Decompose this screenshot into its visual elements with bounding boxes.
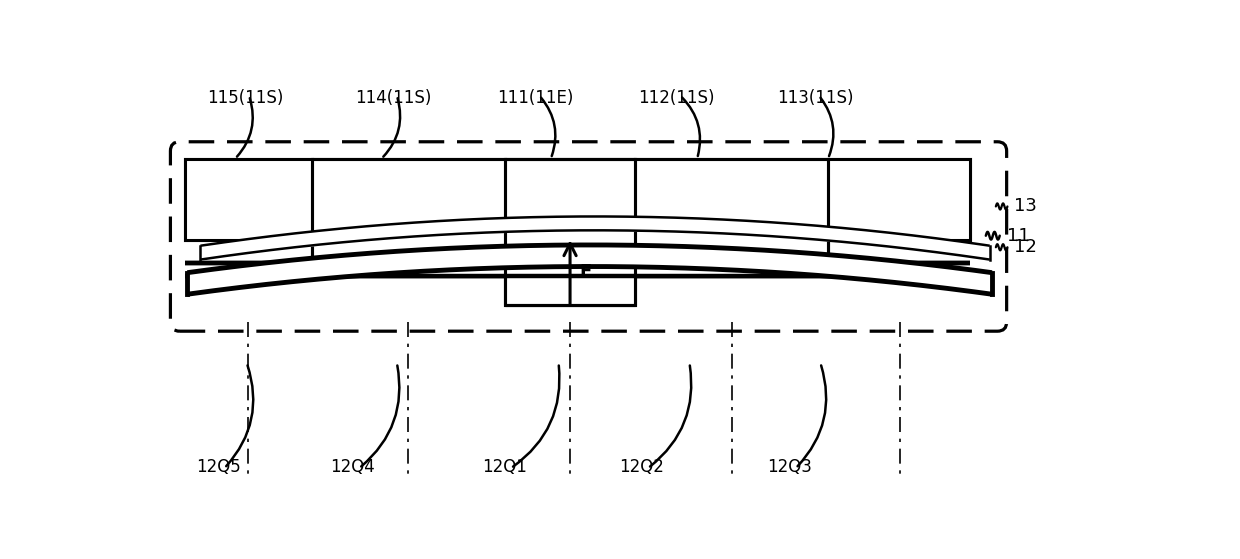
Bar [636, 159, 827, 275]
Bar [828, 159, 970, 239]
Bar [635, 159, 828, 276]
Text: 111(11E): 111(11E) [497, 89, 574, 107]
FancyBboxPatch shape [170, 142, 1007, 331]
Bar [635, 159, 828, 276]
Bar [505, 159, 635, 305]
Bar [312, 159, 505, 276]
Bar [505, 159, 635, 305]
Text: 114(11S): 114(11S) [355, 89, 432, 107]
Bar [185, 159, 312, 240]
Text: 12Q1: 12Q1 [482, 458, 527, 476]
Text: 11: 11 [1007, 227, 1029, 245]
Bar [312, 159, 505, 276]
Bar [635, 159, 828, 276]
Bar [828, 159, 971, 240]
Text: 12Q4: 12Q4 [331, 458, 376, 476]
Bar [185, 159, 312, 240]
Text: 12: 12 [1014, 238, 1037, 256]
Text: F: F [579, 263, 591, 281]
Bar [828, 159, 971, 240]
Bar [312, 159, 503, 275]
Text: 113(11S): 113(11S) [776, 89, 853, 107]
Bar [185, 159, 312, 240]
Text: 12Q5: 12Q5 [196, 458, 241, 476]
Text: 112(11S): 112(11S) [639, 89, 714, 107]
Bar [312, 159, 505, 276]
Bar [505, 159, 635, 305]
Bar [186, 159, 311, 239]
Text: 12Q3: 12Q3 [768, 458, 812, 476]
Bar [506, 159, 635, 304]
Text: 115(11S): 115(11S) [207, 89, 283, 107]
Text: 13: 13 [1014, 197, 1037, 215]
Bar [828, 159, 971, 240]
Text: 12Q2: 12Q2 [619, 458, 665, 476]
